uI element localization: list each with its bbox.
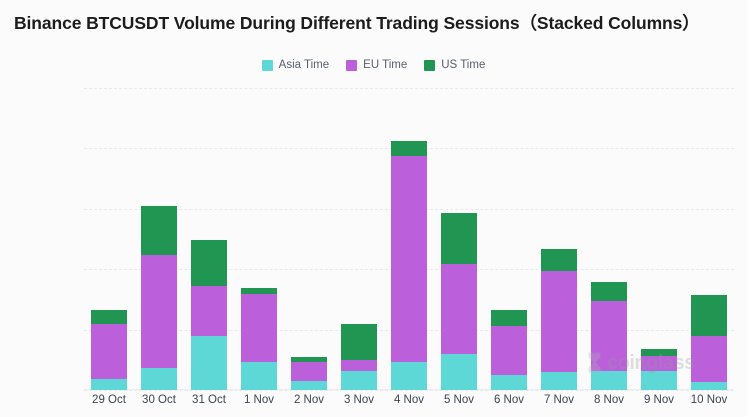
bar-segment-us-time[interactable] [491, 309, 527, 326]
bar-segment-asia-time[interactable] [241, 361, 277, 390]
bar-segment-eu-time[interactable] [491, 325, 527, 375]
bar-column-8-nov[interactable] [584, 88, 634, 390]
bar-segment-eu-time[interactable] [141, 255, 177, 368]
bar-segment-us-time[interactable] [391, 141, 427, 157]
bar-series-group [84, 88, 734, 390]
bar-stack [241, 287, 277, 390]
chart-legend: Asia Time EU Time US Time [0, 59, 747, 72]
bar-column-1-nov[interactable] [234, 88, 284, 390]
plot-area: $0$1.00B$2.00B$3.00B$4.00B$5.00B [84, 88, 734, 391]
bar-stack [91, 309, 127, 390]
bar-stack [591, 281, 627, 390]
x-axis-labels: 29 Oct 30 Oct 31 Oct 1 Nov 2 Nov 3 Nov 4 Nov 5 … [84, 394, 734, 406]
bar-segment-eu-time[interactable] [691, 336, 727, 382]
bar-stack [291, 356, 327, 390]
bar-segment-us-time[interactable] [291, 356, 327, 362]
bar-segment-asia-time[interactable] [591, 371, 627, 390]
bar-segment-us-time[interactable] [691, 295, 727, 337]
x-axis-tick-label: 6 Nov [493, 394, 525, 406]
bar-segment-eu-time[interactable] [241, 293, 277, 362]
x-axis-tick-label: 10 Nov [690, 394, 728, 406]
bar-column-3-nov[interactable] [334, 88, 384, 390]
bar-segment-eu-time[interactable] [641, 356, 677, 372]
bar-segment-eu-time[interactable] [391, 156, 427, 363]
bar-stack [141, 206, 177, 390]
legend-item-asia-time[interactable]: Asia Time [261, 59, 330, 72]
bar-segment-us-time[interactable] [191, 239, 227, 286]
legend-swatch-icon [424, 60, 436, 72]
bar-segment-eu-time[interactable] [591, 300, 627, 372]
bar-segment-us-time[interactable] [591, 281, 627, 301]
x-axis-tick-label: 5 Nov [443, 394, 475, 406]
legend-item-label: US Time [441, 59, 486, 71]
bar-segment-asia-time[interactable] [691, 381, 727, 390]
bar-column-30-oct[interactable] [134, 88, 184, 390]
legend-item-label: Asia Time [278, 59, 330, 71]
bar-segment-us-time[interactable] [641, 348, 677, 357]
bar-stack [541, 249, 577, 390]
bar-column-5-nov[interactable] [434, 88, 484, 390]
bar-stack [341, 324, 377, 390]
bar-column-29-oct[interactable] [84, 88, 134, 390]
gridline [84, 88, 734, 89]
bar-segment-asia-time[interactable] [441, 354, 477, 390]
gridline [84, 390, 734, 391]
bar-column-2-nov[interactable] [284, 88, 334, 390]
x-axis-tick-label: 29 Oct [92, 394, 126, 406]
bar-segment-eu-time[interactable] [291, 361, 327, 381]
legend-item-label: EU Time [363, 59, 408, 71]
x-axis-tick-label: 9 Nov [643, 394, 675, 406]
chart-title: Binance BTCUSDT Volume During Different … [14, 13, 700, 33]
bar-column-6-nov[interactable] [484, 88, 534, 390]
x-axis-tick-label: 3 Nov [343, 394, 375, 406]
x-axis-tick-label: 8 Nov [593, 394, 625, 406]
bar-stack [191, 239, 227, 390]
bar-segment-asia-time[interactable] [341, 371, 377, 390]
x-axis-tick-label: 1 Nov [243, 394, 275, 406]
bar-segment-asia-time[interactable] [641, 371, 677, 390]
bar-segment-us-time[interactable] [91, 309, 127, 325]
legend-item-eu-time[interactable]: EU Time [346, 59, 408, 72]
bar-column-10-nov[interactable] [684, 88, 734, 390]
legend-swatch-icon [346, 60, 358, 72]
x-axis-tick-label: 4 Nov [393, 394, 425, 406]
x-axis-tick-label: 7 Nov [543, 394, 575, 406]
bar-segment-eu-time[interactable] [441, 264, 477, 355]
bar-stack [391, 141, 427, 390]
legend-item-us-time[interactable]: US Time [424, 59, 486, 72]
x-axis-tick-label: 30 Oct [142, 394, 176, 406]
bar-stack [691, 295, 727, 390]
bar-segment-asia-time[interactable] [291, 380, 327, 390]
bar-stack [491, 309, 527, 390]
x-axis-tick-label: 2 Nov [293, 394, 325, 406]
bar-segment-asia-time[interactable] [141, 367, 177, 390]
bar-stack [641, 348, 677, 390]
bar-segment-asia-time[interactable] [491, 374, 527, 390]
bar-segment-eu-time[interactable] [91, 324, 127, 379]
bar-segment-us-time[interactable] [141, 206, 177, 256]
bar-segment-us-time[interactable] [541, 249, 577, 272]
x-axis-tick-label: 31 Oct [192, 394, 226, 406]
bar-segment-us-time[interactable] [241, 287, 277, 294]
bar-stack [441, 213, 477, 390]
bar-column-7-nov[interactable] [534, 88, 584, 390]
legend-swatch-icon [261, 60, 273, 72]
bar-segment-eu-time[interactable] [191, 285, 227, 336]
bar-column-31-oct[interactable] [184, 88, 234, 390]
bar-segment-eu-time[interactable] [341, 359, 377, 372]
bar-segment-asia-time[interactable] [391, 362, 427, 390]
bar-column-9-nov[interactable] [634, 88, 684, 390]
bar-segment-asia-time[interactable] [91, 378, 127, 390]
bar-column-4-nov[interactable] [384, 88, 434, 390]
bar-segment-asia-time[interactable] [191, 335, 227, 390]
bar-segment-us-time[interactable] [341, 324, 377, 360]
bar-segment-asia-time[interactable] [541, 372, 577, 390]
bar-segment-us-time[interactable] [441, 213, 477, 265]
bar-segment-eu-time[interactable] [541, 271, 577, 373]
